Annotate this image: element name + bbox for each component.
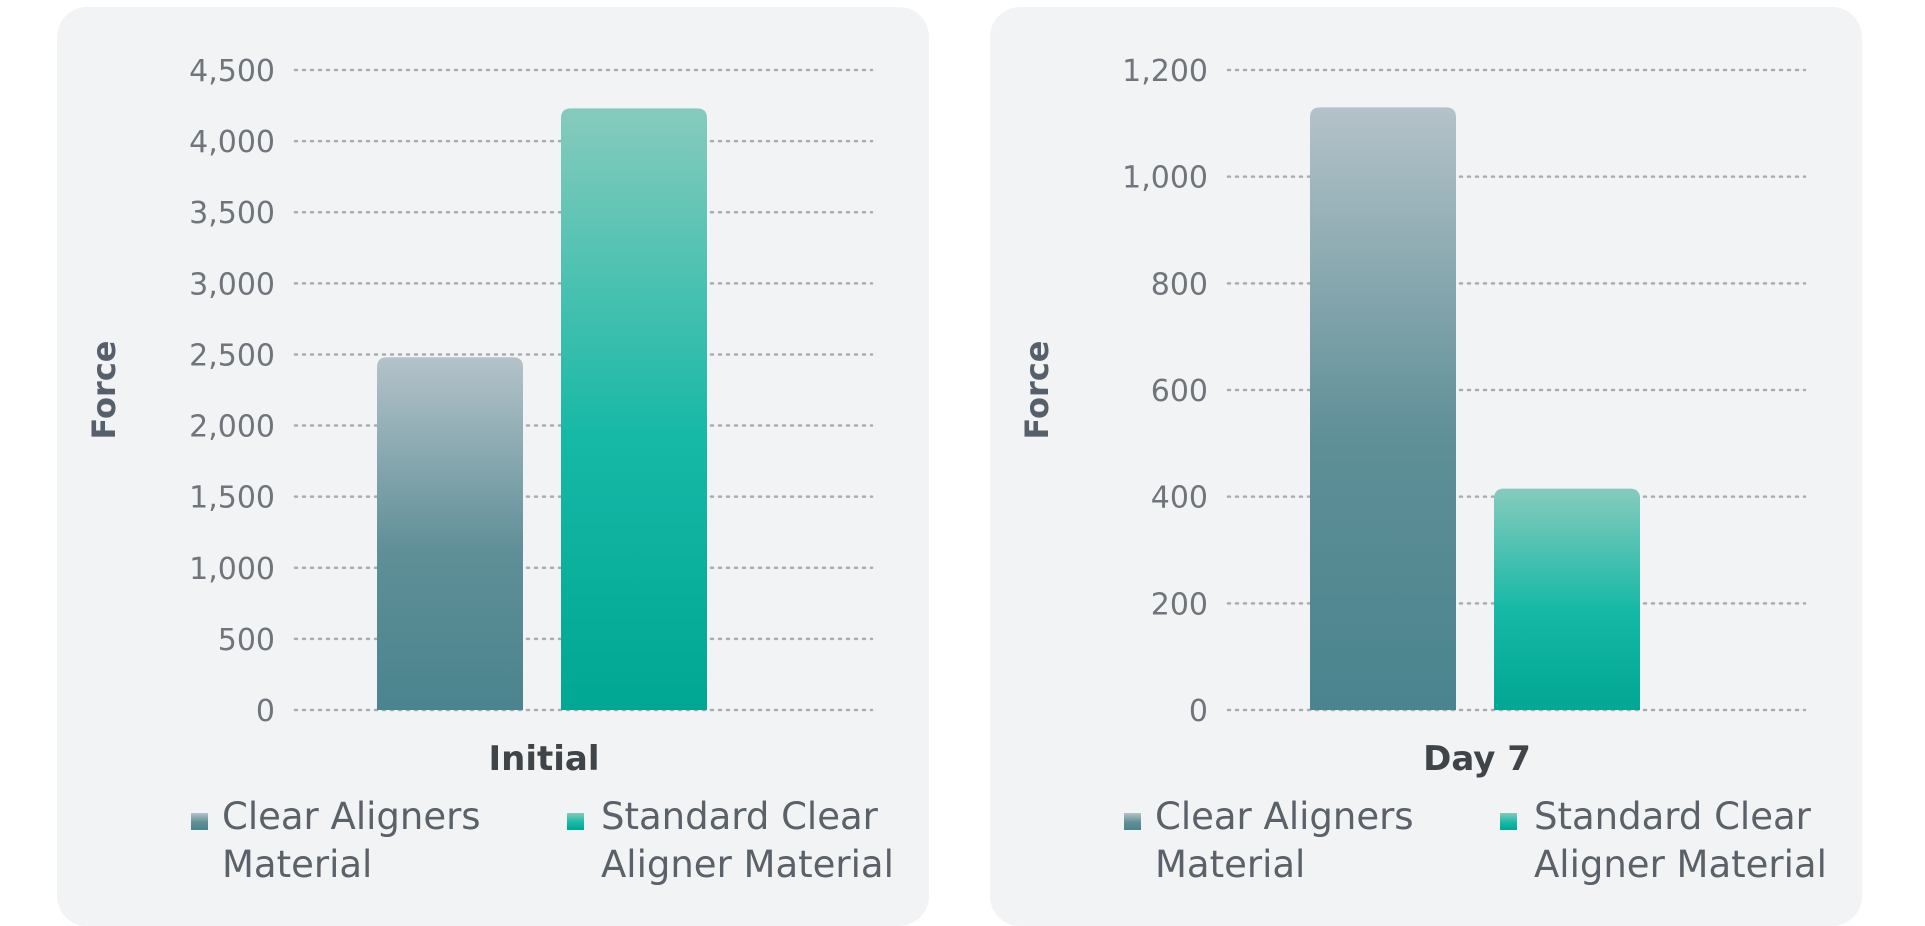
legend-swatch-clear (191, 813, 208, 830)
chart-initial: 0 500 1,000 1,500 2,000 2,500 3,000 3,500 4,000 4… (85, 54, 894, 886)
bar-standard-clear-aligner (1494, 488, 1640, 710)
y-axis-label: Force (85, 341, 123, 440)
y-tick-label: 1,000 (189, 552, 275, 587)
bar-clear-aligners (1310, 107, 1456, 711)
legend-label-standard: Standard Clear Aligner Material (601, 795, 894, 886)
x-axis-label: Day 7 (1423, 739, 1531, 779)
y-tick-label: 2,500 (189, 338, 275, 373)
y-tick-label: 800 (1151, 267, 1208, 302)
legend-swatch-standard (1500, 813, 1517, 830)
legend-label-clear: Clear Aligners Material (222, 795, 481, 886)
y-tick-label: 1,000 (1122, 161, 1208, 196)
y-tick-label: 1,200 (1122, 54, 1208, 89)
legend-label-standard: Standard Clear Aligner Material (1534, 795, 1827, 886)
chart-panel-initial: 0 500 1,000 1,500 2,000 2,500 3,000 3,500 4,000 4… (57, 7, 929, 926)
y-tick-label: 0 (256, 694, 275, 729)
y-tick-label: 400 (1151, 481, 1208, 516)
y-tick-label: 0 (1189, 694, 1208, 729)
chart-panel-day-7: 0 200 400 600 800 1,000 1,200 Force Day 7 Clear A… (990, 7, 1862, 926)
y-tick-label: 3,500 (189, 196, 275, 231)
bar-standard-clear-aligner (561, 108, 707, 710)
y-tick-label: 1,500 (189, 481, 275, 516)
y-tick-label: 500 (218, 623, 275, 658)
x-axis-label: Initial (488, 739, 599, 779)
legend-swatch-standard (567, 813, 584, 830)
legend-label-clear: Clear Aligners Material (1155, 795, 1414, 886)
y-tick-label: 200 (1151, 587, 1208, 622)
y-tick-label: 4,000 (189, 125, 275, 160)
y-axis-label: Force (1018, 341, 1056, 440)
y-tick-label: 600 (1151, 374, 1208, 409)
y-tick-label: 3,000 (189, 267, 275, 302)
legend-swatch-clear (1124, 813, 1141, 830)
y-tick-label: 2,000 (189, 410, 275, 445)
y-tick-label: 4,500 (189, 54, 275, 89)
bar-clear-aligners (377, 357, 523, 710)
